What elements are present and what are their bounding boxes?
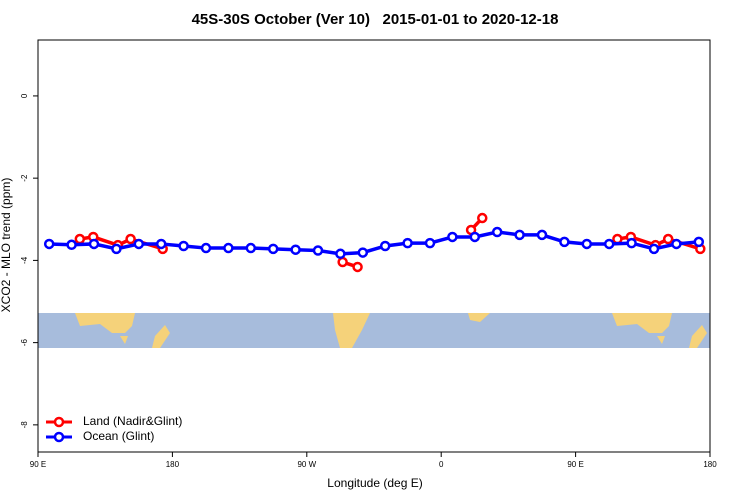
x-axis-label: Longitude (deg E): [327, 476, 422, 490]
y-tick-label: -4: [20, 256, 29, 264]
legend-marker: [53, 416, 65, 428]
data-point: [603, 238, 615, 250]
data-point: [290, 244, 301, 255]
data-point: [671, 238, 682, 250]
data-point: [267, 243, 279, 255]
data-point: [536, 229, 548, 241]
legend-label: Ocean (Glint): [83, 429, 154, 443]
data-point: [155, 238, 167, 250]
y-tick-label: 0: [20, 93, 29, 98]
data-point: [245, 242, 257, 254]
legend-marker: [53, 431, 65, 443]
data-point: [491, 226, 503, 238]
map-strip: [38, 313, 710, 348]
data-point: [662, 233, 674, 245]
data-point: [66, 239, 77, 251]
data-point: [477, 212, 488, 224]
y-tick-label: -8: [20, 421, 29, 429]
data-point: [335, 248, 346, 260]
data-point: [178, 240, 189, 252]
data-point: [133, 238, 145, 250]
series-line: [49, 230, 699, 256]
chart-title: 45S-30S October (Ver 10) 2015-01-01 to 2…: [192, 11, 559, 28]
x-tick-label: 90 W: [297, 460, 316, 469]
data-point: [125, 233, 136, 245]
y-tick-label: -2: [20, 174, 29, 182]
data-point: [379, 240, 391, 252]
x-tick-label: 90 E: [567, 460, 583, 469]
y-axis-label: XCO2 - MLO trend (ppm): [0, 178, 13, 313]
x-tick-label: 180: [703, 460, 717, 469]
plot-frame: [37, 39, 711, 453]
data-point: [559, 236, 570, 248]
x-tick-label: 90 E: [30, 460, 46, 469]
data-point: [111, 243, 122, 255]
data-point: [352, 261, 363, 273]
data-point: [626, 237, 637, 249]
data-point: [693, 236, 705, 248]
data-point: [43, 238, 55, 250]
data-point: [74, 233, 86, 245]
data-point: [402, 237, 413, 249]
data-point: [88, 238, 100, 250]
data-point: [424, 237, 436, 249]
data-point: [357, 247, 369, 258]
data-point: [337, 256, 348, 268]
x-tick-label: 180: [166, 460, 180, 469]
x-tick-label: 0: [439, 460, 444, 469]
data-point: [312, 245, 324, 256]
data-point: [469, 231, 481, 243]
data-point: [581, 238, 593, 250]
y-tick-label: -6: [20, 339, 29, 347]
legend-label: Land (Nadir&Glint): [83, 414, 182, 428]
data-point: [447, 231, 458, 243]
data-point: [200, 242, 212, 254]
data-point: [514, 229, 525, 241]
data-point: [223, 242, 234, 254]
data-point: [648, 243, 660, 255]
